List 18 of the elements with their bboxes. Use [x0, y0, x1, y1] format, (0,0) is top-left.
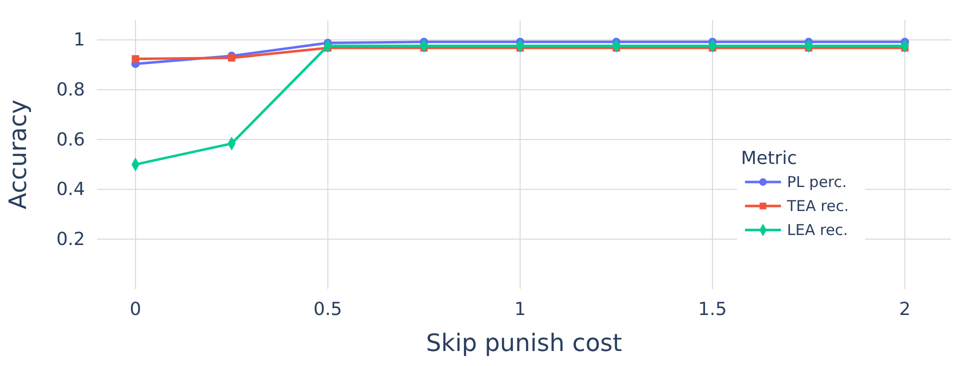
x-tick-label: 0.5: [313, 298, 342, 320]
x-axis-title: Skip punish cost: [426, 329, 622, 357]
x-tick-label: 0: [130, 298, 142, 320]
y-axis-title: Accuracy: [4, 100, 32, 210]
x-tick-label: 1: [514, 298, 526, 320]
y-tick-label: 0.8: [56, 80, 85, 100]
legend-label: TEA rec.: [786, 197, 849, 215]
point: [132, 55, 140, 63]
x-tick-label: 2: [899, 298, 911, 320]
y-tick-label: 0.4: [56, 179, 85, 200]
legend-label: PL perc.: [787, 173, 847, 191]
y-tick-label: 1: [74, 30, 85, 51]
legend-label: LEA rec.: [787, 221, 848, 239]
y-tick-label: 0.6: [56, 129, 85, 150]
point: [228, 54, 236, 62]
x-tick-label: 1.5: [698, 298, 727, 320]
y-tick-label: 0.2: [56, 228, 85, 250]
legend-title: Metric: [741, 148, 797, 169]
